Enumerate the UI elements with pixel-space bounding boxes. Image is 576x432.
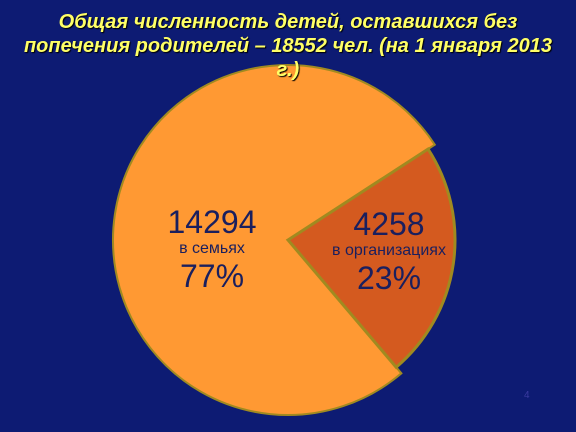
pie-slice-organizations bbox=[285, 146, 457, 370]
slice-label-organizations: 4258 в организациях 23% bbox=[316, 206, 462, 297]
slice-label-families: 14294 в семьях 77% bbox=[152, 204, 272, 295]
slice-value-families: 14294 bbox=[167, 204, 257, 240]
page-number: 4 bbox=[524, 390, 530, 401]
slice-percent-families: 77% bbox=[179, 258, 245, 294]
slice-caption-organizations: в организациях bbox=[332, 242, 446, 259]
pie-slice-families bbox=[112, 64, 437, 416]
chart-title: Общая численность детей, оставшихся без … bbox=[23, 11, 553, 81]
slice-value-organizations: 4258 bbox=[353, 206, 425, 242]
slice-percent-organizations: 23% bbox=[356, 260, 422, 296]
slice-caption-families: в семьях bbox=[179, 240, 245, 257]
